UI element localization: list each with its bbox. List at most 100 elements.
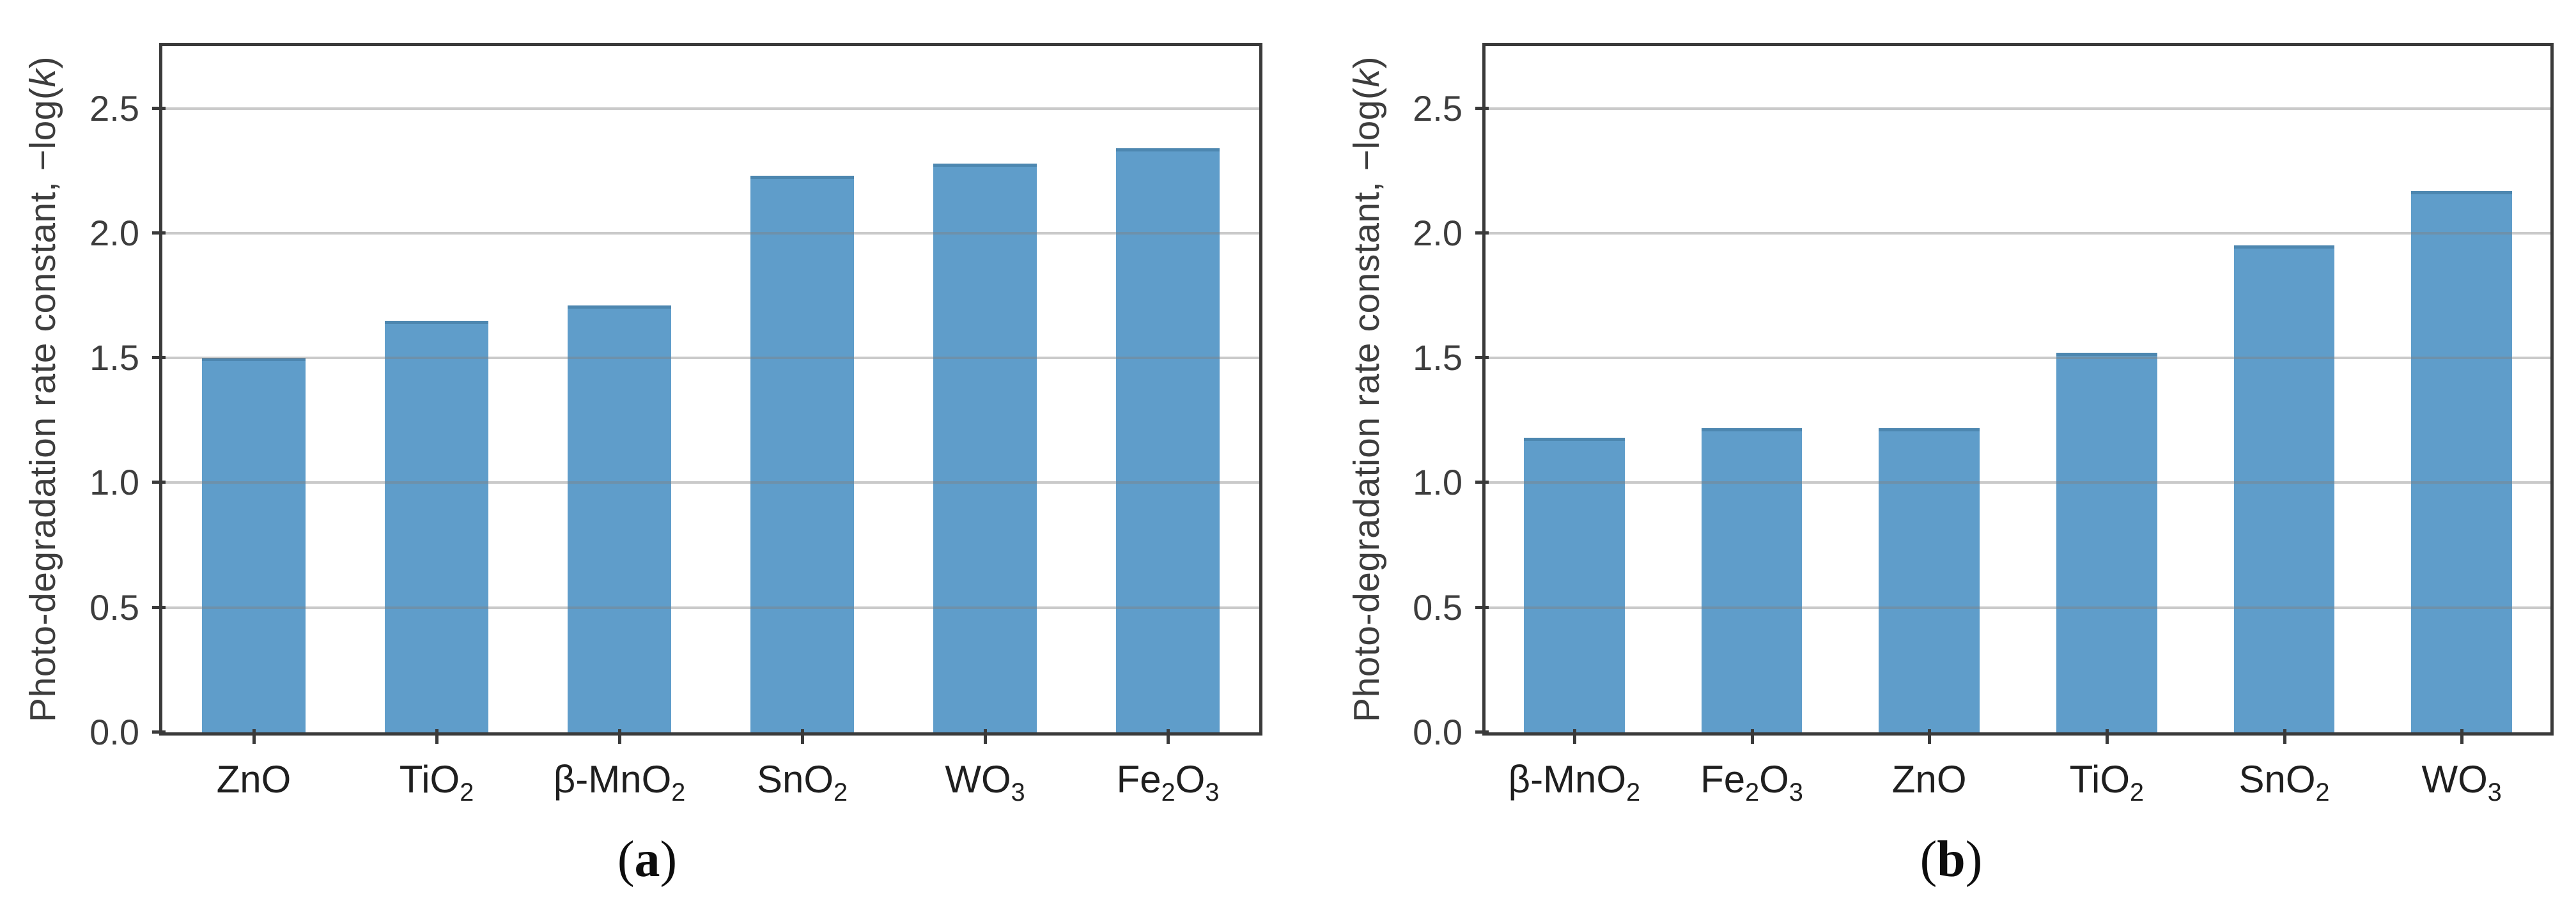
y-axis-label-text: Photo-degradation rate constant, −log(k): [22, 56, 64, 722]
bar-WO₃: [2411, 190, 2512, 732]
caption-paren-open: (: [617, 831, 635, 888]
x-tick-mark: [1572, 729, 1576, 744]
x-label-WO₃: WO3: [945, 758, 1025, 806]
x-tick-mark: [1166, 729, 1170, 744]
x-label-TiO₂: TiO2: [399, 758, 474, 806]
x-tick-mark: [1750, 729, 1754, 744]
y-tick-label: 0.5: [1413, 587, 1463, 628]
y-tick-label: 1.5: [89, 337, 139, 378]
gridline-2.5: [1486, 107, 2550, 110]
y-axis-label-k: k: [1346, 68, 1388, 88]
y-tick-label: 1.0: [89, 462, 139, 503]
gridline-2.0: [1486, 231, 2550, 235]
y-tick-label: 2.5: [89, 88, 139, 128]
y-tick-mark: [152, 356, 166, 360]
bar-TiO₂: [384, 320, 489, 732]
x-tick-mark: [1928, 729, 1932, 744]
bar-TiO₂: [2056, 353, 2157, 732]
y-tick-mark: [1475, 106, 1489, 110]
bar-SnO₂: [2233, 245, 2335, 732]
bar-WO₃: [933, 163, 1037, 732]
x-label-SnO₂: SnO2: [756, 758, 848, 806]
x-label-ZnO: ZnO: [1891, 758, 1967, 801]
y-tick-label: 0.0: [1413, 712, 1463, 752]
caption-paren-open: (: [1920, 831, 1937, 888]
y-axis-label: Photo-degradation rate constant, −log(k): [21, 43, 65, 736]
gridline-2.0: [162, 231, 1259, 235]
gridline-0.5: [1486, 606, 2550, 609]
y-tick-label: 0.0: [89, 712, 139, 752]
y-tick-label: 2.0: [1413, 212, 1463, 253]
y-axis-label-k: k: [22, 68, 64, 88]
subscript: 2: [1626, 778, 1641, 806]
panel-caption-a: (a): [26, 834, 1269, 885]
bar-Fe₂O₃: [1115, 148, 1220, 732]
y-tick-mark: [1475, 481, 1489, 484]
x-label-β-MnO₂: β-MnO2: [1508, 758, 1641, 806]
chart-panel-b: Photo-degradation rate constant, −log(k)…: [1326, 0, 2576, 910]
bar-ZnO: [1879, 428, 1980, 732]
y-axis-label: Photo-degradation rate constant, −log(k): [1345, 43, 1388, 736]
bar-Fe₂O₃: [1701, 428, 1803, 732]
gridline-1.5: [162, 357, 1259, 360]
x-label-Fe₂O₃: Fe2O3: [1116, 758, 1220, 806]
x-tick-mark: [984, 729, 987, 744]
gridline-1.0: [162, 481, 1259, 484]
y-tick-label: 2.0: [89, 212, 139, 253]
gridline-1.5: [1486, 357, 2550, 360]
caption-letter: b: [1937, 831, 1966, 888]
y-tick-label: 2.5: [1413, 88, 1463, 128]
y-tick-mark: [152, 231, 166, 235]
bar-SnO₂: [750, 176, 855, 732]
x-tick-mark: [618, 729, 621, 744]
gridline-0.5: [162, 606, 1259, 609]
x-label-SnO₂: SnO2: [2238, 758, 2330, 806]
x-label-β-MnO₂: β-MnO2: [553, 758, 686, 806]
subscript: 2: [834, 778, 848, 806]
y-tick-mark: [152, 481, 166, 484]
y-axis-label-suffix: ): [22, 56, 64, 69]
subscript: 2: [2130, 778, 2145, 806]
bar-β-MnO₂: [1524, 438, 1625, 732]
x-tick-mark: [2460, 729, 2464, 744]
x-label-TiO₂: TiO2: [2069, 758, 2145, 806]
plot-area-b: 0.0 0.5 1.0 1.5 2.0 2.5 β-MnO2 Fe2O3 ZnO TiO2 SnO2…: [1413, 43, 2554, 805]
bar-β-MnO₂: [567, 305, 672, 732]
x-tick-mark: [252, 729, 256, 744]
plot-area-a: 0.0 0.5 1.0 1.5 2.0 2.5 ZnO TiO2 β-MnO2 SnO2 WO3 Fe…: [89, 43, 1262, 805]
subscript: 3: [2487, 778, 2502, 806]
x-label-ZnO: ZnO: [216, 758, 291, 801]
gridline-1.0: [1486, 481, 2550, 484]
bar-ZnO: [201, 358, 306, 732]
x-tick-mark: [2283, 729, 2286, 744]
y-axis-label-suffix: ): [1346, 56, 1388, 69]
panel-caption-b: (b): [1326, 834, 2576, 885]
subscript: 3: [1205, 778, 1220, 806]
caption-paren-close: ): [1965, 831, 1983, 888]
subscript: 2: [1745, 778, 1760, 806]
caption-paren-close: ): [660, 831, 678, 888]
gridline-2.5: [162, 107, 1259, 110]
x-tick-mark: [2105, 729, 2109, 744]
y-axis-label-text: Photo-degradation rate constant, −log(k): [1346, 56, 1388, 722]
x-label-WO₃: WO3: [2421, 758, 2502, 806]
y-tick-mark: [152, 106, 166, 110]
subscript: 3: [1011, 778, 1025, 806]
subscript: 3: [1788, 778, 1803, 806]
x-tick-mark: [435, 729, 438, 744]
y-axis-label-prefix: Photo-degradation rate constant, −log(: [1346, 87, 1388, 722]
subscript: 2: [460, 778, 474, 806]
y-tick-mark: [1475, 730, 1489, 734]
caption-letter: a: [634, 831, 660, 888]
x-tick-mark: [800, 729, 804, 744]
y-tick-label: 1.5: [1413, 337, 1463, 378]
subscript: 2: [671, 778, 686, 806]
y-tick-mark: [1475, 356, 1489, 360]
subscript: 2: [1161, 778, 1175, 806]
y-axis-label-prefix: Photo-degradation rate constant, −log(: [22, 87, 64, 722]
subscript: 2: [2315, 778, 2330, 806]
y-tick-mark: [152, 605, 166, 609]
y-tick-mark: [152, 730, 166, 734]
y-tick-label: 0.5: [89, 587, 139, 628]
